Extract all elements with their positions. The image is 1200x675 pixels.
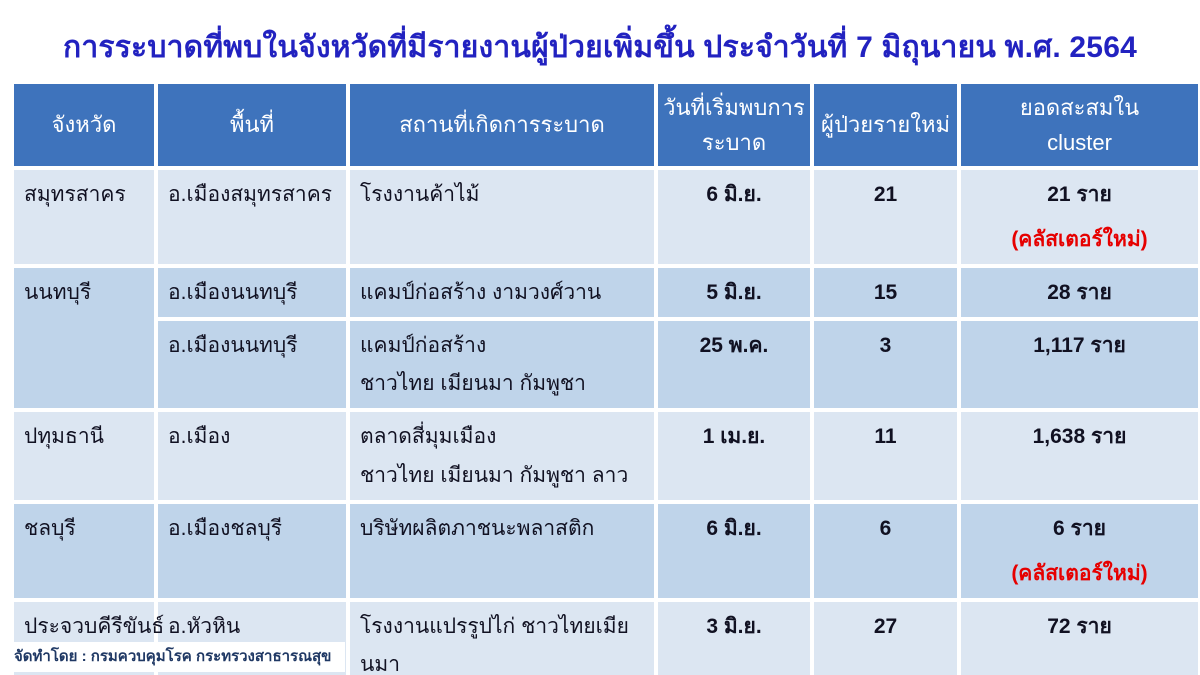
total-cell: 28 ราย (961, 267, 1198, 317)
header-area: พื้นที่ (158, 84, 346, 166)
place-cell: โรงงานแปรรูปไก่ ชาวไทยเมียนมา (350, 601, 654, 675)
table-row: สมุทรสาคร อ.เมืองสมุทรสาคร โรงงานค้าไม้ … (14, 170, 1198, 264)
place-cell: โรงงานค้าไม้ (350, 170, 654, 264)
outbreak-table: จังหวัด พื้นที่ สถานที่เกิดการระบาด วันท… (10, 80, 1200, 675)
header-province: จังหวัด (14, 84, 154, 166)
area-cell: อ.เมืองสมุทรสาคร (158, 170, 346, 264)
table-row: นนทบุรี อ.เมืองนนทบุรี แคมป์ก่อสร้าง งาม… (14, 267, 1198, 409)
new-cluster-note: (คลัสเตอร์ใหม่) (1011, 561, 1148, 585)
table-row: อ.เมืองนนทบุรี แคมป์ก่อสร้าง ชาวไทย เมีย… (14, 320, 1198, 409)
total-cell: 6 ราย (คลัสเตอร์ใหม่) (961, 503, 1198, 598)
new-cases-cell: 11 (814, 412, 957, 500)
header-new-cases: ผู้ป่วยรายใหม่ (814, 84, 957, 166)
total-value: 21 ราย (1047, 183, 1112, 206)
province-cell: ชลบุรี (14, 503, 154, 598)
header-start-date: วันที่เริ่มพบการ ระบาด (658, 84, 810, 166)
table-row: ปทุมธานี อ.เมือง ตลาดสี่มุมเมือง ชาวไทย … (14, 412, 1198, 500)
footer-credit: จัดทำโดย : กรมควบคุมโรค กระทรวงสาธารณสุข (12, 642, 346, 672)
header-place-label: สถานที่เกิดการระบาด (399, 112, 605, 138)
table-row: ประจวบคีรีขันธ์ อ.หัวหิน โรงงานแปรรูปไก่… (14, 601, 1198, 675)
header-area-label: พื้นที่ (229, 112, 275, 138)
date-cell: 25 พ.ค. (658, 320, 810, 409)
place-cell: แคมป์ก่อสร้าง งามวงศ์วาน (350, 267, 654, 317)
place-cell: แคมป์ก่อสร้าง ชาวไทย เมียนมา กัมพูชา (350, 320, 654, 409)
table-row: ชลบุรี อ.เมืองชลบุรี บริษัทผลิตภาชนะพลาส… (14, 503, 1198, 598)
total-cell: 72 ราย (961, 601, 1198, 675)
page-title: การระบาดที่พบในจังหวัดที่มีรายงานผู้ป่วย… (63, 31, 1137, 64)
area-cell: อ.เมืองนนทบุรี (158, 267, 346, 317)
date-cell: 1 เม.ย. (658, 412, 810, 500)
date-cell: 6 มิ.ย. (658, 170, 810, 264)
province-cell: ปทุมธานี (14, 412, 154, 500)
header-cluster-total: ยอดสะสมใน cluster (961, 84, 1198, 166)
province-cell: นนทบุรี (14, 267, 154, 409)
place-cell: บริษัทผลิตภาชนะพลาสติก (350, 503, 654, 598)
total-cell: 1,117 ราย (961, 320, 1198, 409)
header-new-cases-label: ผู้ป่วยรายใหม่ (821, 112, 950, 138)
new-cases-cell: 15 (814, 267, 957, 317)
total-value: 6 ราย (1053, 516, 1106, 540)
place-cell: ตลาดสี่มุมเมือง ชาวไทย เมียนมา กัมพูชา ล… (350, 412, 654, 500)
table-header-row: จังหวัด พื้นที่ สถานที่เกิดการระบาด วันท… (14, 84, 1198, 166)
date-cell: 5 มิ.ย. (658, 267, 810, 317)
header-place: สถานที่เกิดการระบาด (350, 84, 654, 166)
total-cell: 21 ราย (คลัสเตอร์ใหม่) (961, 170, 1198, 264)
area-cell: อ.เมืองชลบุรี (158, 503, 346, 598)
date-cell: 6 มิ.ย. (658, 503, 810, 598)
date-cell: 3 มิ.ย. (658, 601, 810, 675)
header-province-label: จังหวัด (51, 112, 117, 138)
new-cases-cell: 3 (814, 320, 957, 409)
new-cases-cell: 27 (814, 601, 957, 675)
new-cases-cell: 6 (814, 503, 957, 598)
total-cell: 1,638 ราย (961, 412, 1198, 500)
province-cell: สมุทรสาคร (14, 170, 154, 264)
new-cluster-note: (คลัสเตอร์ใหม่) (1011, 227, 1148, 251)
area-cell: อ.เมือง (158, 412, 346, 500)
area-cell: อ.เมืองนนทบุรี (158, 320, 346, 409)
header-start-date-label: วันที่เริ่มพบการ ระบาด (663, 94, 805, 155)
header-cluster-total-label: ยอดสะสมใน cluster (1019, 94, 1140, 155)
new-cases-cell: 21 (814, 170, 957, 264)
